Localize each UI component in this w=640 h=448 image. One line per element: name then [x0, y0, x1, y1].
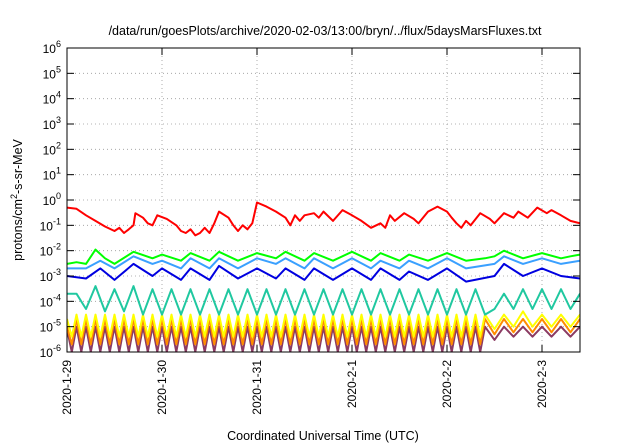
y-tick-label-exponent: 6	[56, 39, 61, 49]
x-axis: 2020-1-29 2020-1-30 2020-1-31 2020-2-1 2020-…	[60, 48, 549, 415]
y-tick-label: 105	[43, 64, 61, 81]
y-tick-label-base: 10	[43, 118, 57, 132]
x-tick-label: 2020-2-3	[535, 360, 549, 408]
y-tick-label-base: 10	[40, 219, 54, 233]
series-layer	[67, 201, 580, 352]
y-tick-label-base: 10	[40, 245, 54, 259]
y-axis-title: protons/cm2-s-sr-MeV	[9, 138, 25, 260]
y-tick-label-base: 10	[43, 67, 57, 81]
y-tick-label-exponent: 4	[56, 90, 61, 100]
series-line	[67, 248, 580, 265]
y-tick-label-base: 10	[40, 270, 54, 284]
y-tick-label-exponent: 0	[56, 191, 61, 201]
series-line	[67, 285, 580, 316]
y-tick-label-exponent: -4	[53, 292, 61, 302]
y-axis-title-post: -s-sr-MeV	[11, 138, 25, 194]
y-tick-label-base: 10	[43, 169, 57, 183]
y-tick-label: 104	[43, 90, 61, 107]
x-tick-label: 2020-1-31	[250, 360, 264, 415]
y-axis-title-pre: protons/cm	[11, 199, 25, 261]
y-tick-label-base: 10	[40, 295, 54, 309]
y-tick-label-exponent: -2	[53, 242, 61, 252]
y-tick-label: 10-4	[40, 292, 61, 309]
y-tick-label-exponent: -1	[53, 216, 61, 226]
y-tick-label-base: 10	[43, 42, 57, 56]
series-line	[67, 310, 580, 338]
y-tick-label: 10-1	[40, 216, 61, 233]
y-tick-label-exponent: 2	[56, 140, 61, 150]
x-tick-label: 2020-2-1	[345, 360, 359, 408]
y-tick-label-exponent: 5	[56, 64, 61, 74]
y-tick-label-exponent: 3	[56, 115, 61, 125]
y-tick-label-base: 10	[43, 194, 57, 208]
chart-title: /data/run/goesPlots/archive/2020-02-03/1…	[109, 24, 542, 38]
y-tick-label-exponent: -5	[53, 318, 61, 328]
x-tick-label: 2020-2-2	[440, 360, 454, 408]
x-tick-label: 2020-1-29	[60, 360, 74, 415]
grid-lines	[67, 48, 580, 352]
series-line	[67, 255, 580, 270]
y-tick-label-exponent: 1	[56, 166, 61, 176]
x-tick-label: 2020-1-30	[155, 360, 169, 415]
y-tick-label: 103	[43, 115, 61, 132]
series-line	[67, 325, 580, 352]
series-line	[67, 262, 580, 283]
y-tick-label: 10-5	[40, 318, 61, 335]
y-tick-label: 101	[43, 166, 61, 183]
y-axis: 10-610-510-410-310-210-11001011021031041…	[40, 39, 580, 360]
y-tick-label-exponent: -3	[53, 267, 61, 277]
series-line	[67, 201, 580, 237]
y-tick-label: 106	[43, 39, 61, 56]
y-tick-label: 102	[43, 140, 61, 157]
y-tick-label: 10-3	[40, 267, 61, 284]
y-axis-title-sup: 2	[9, 194, 19, 199]
x-axis-title: Coordinated Universal Time (UTC)	[227, 429, 419, 443]
y-tick-label-base: 10	[43, 143, 57, 157]
y-tick-label-base: 10	[40, 321, 54, 335]
y-tick-label: 10-6	[40, 343, 61, 360]
y-tick-label-base: 10	[43, 93, 57, 107]
y-tick-label-exponent: -6	[53, 343, 61, 353]
y-tick-label: 10-2	[40, 242, 61, 259]
y-tick-label-base: 10	[40, 346, 54, 360]
series-line	[67, 318, 580, 346]
y-tick-label: 100	[43, 191, 61, 208]
